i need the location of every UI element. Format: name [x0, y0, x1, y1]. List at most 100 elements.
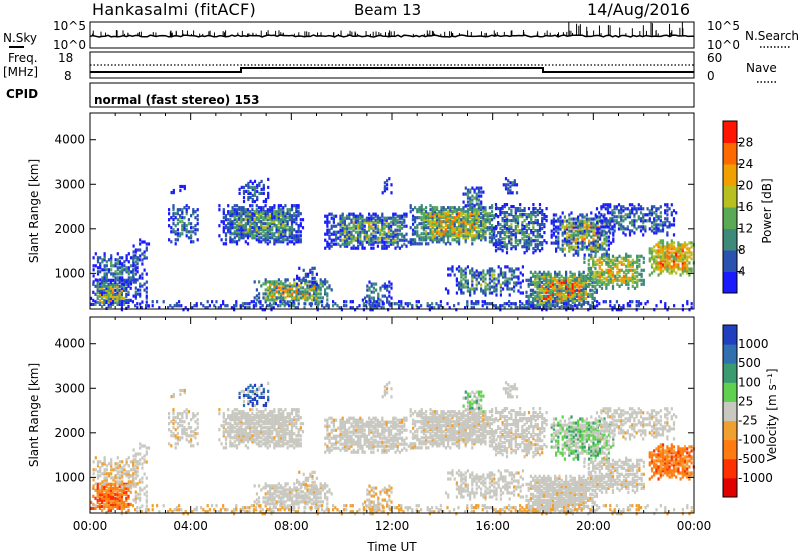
power-cell: [521, 237, 524, 241]
power-cell: [458, 216, 461, 220]
colorbar-segment: [723, 271, 737, 294]
power-cell: [426, 304, 429, 308]
power-cell: [497, 231, 500, 235]
power-cell: [368, 226, 371, 230]
velocity-cell: [98, 506, 101, 510]
power-cell: [257, 228, 261, 232]
power-cell: [114, 300, 117, 304]
power-cell: [609, 304, 612, 308]
power-cell: [622, 278, 626, 282]
power-cell: [335, 232, 338, 236]
power-cell: [368, 294, 371, 298]
power-cell: [132, 256, 135, 260]
power-cell: [381, 222, 384, 226]
power-cell: [639, 211, 643, 215]
power-cell: [98, 284, 101, 288]
power-cell: [543, 213, 546, 217]
power-cell: [644, 213, 647, 217]
power-cell: [598, 231, 601, 235]
power-cell: [310, 304, 313, 308]
power-cell: [295, 288, 298, 292]
power-cell: [503, 306, 506, 310]
power-cell: [644, 219, 647, 223]
power-cell: [464, 186, 467, 190]
power-cell: [90, 302, 93, 306]
power-cell: [350, 212, 353, 216]
power-cell: [258, 191, 261, 195]
power-cell: [297, 298, 300, 302]
power-cell: [284, 278, 287, 282]
power-cell: [631, 229, 634, 233]
power-cell: [279, 208, 283, 212]
power-cell: [308, 296, 311, 300]
power-cell: [609, 266, 612, 270]
power-cell: [606, 211, 610, 215]
power-cell: [330, 288, 333, 292]
power-cell: [125, 268, 128, 272]
power-cell: [271, 288, 274, 292]
power-cell: [534, 221, 537, 225]
power-cell: [112, 302, 115, 306]
power-cell: [503, 213, 506, 217]
power-cell: [431, 218, 434, 222]
power-cell: [521, 265, 524, 269]
power-cell: [565, 294, 568, 298]
power-cell: [552, 221, 555, 225]
power-cell: [551, 278, 554, 282]
power-cell: [601, 247, 604, 251]
power-cell: [499, 245, 502, 249]
power-cell: [653, 267, 656, 271]
power-cell: [650, 213, 654, 217]
power-cell: [279, 304, 282, 308]
power-cell: [101, 284, 104, 288]
power-cell: [493, 287, 496, 291]
power-cell: [611, 284, 615, 288]
power-cell: [264, 296, 267, 300]
power-cell: [579, 221, 582, 225]
power-cell: [591, 288, 594, 292]
power-cell: [271, 228, 274, 232]
power-cell: [394, 232, 397, 236]
power-cell: [105, 296, 108, 300]
power-cell: [523, 304, 526, 308]
power-cell: [235, 228, 239, 232]
power-cell: [370, 232, 373, 236]
power-cell: [172, 228, 175, 232]
power-cell: [592, 237, 595, 241]
power-cell: [587, 272, 590, 276]
power-cell: [679, 247, 682, 251]
power-cell: [295, 216, 298, 220]
power-cell: [409, 302, 412, 306]
power-cell: [449, 267, 452, 271]
power-cell: [577, 241, 580, 245]
power-cell: [427, 236, 430, 240]
power-cell: [672, 255, 676, 259]
power-cell: [139, 254, 142, 258]
power-cell: [613, 304, 616, 308]
power-cell: [605, 268, 608, 272]
power-cell: [352, 214, 355, 218]
power-cell: [626, 207, 629, 211]
power-cell: [101, 268, 104, 272]
power-cell: [143, 282, 146, 286]
power-cell: [497, 223, 500, 227]
power-cell: [222, 302, 225, 306]
power-cell: [460, 214, 463, 218]
power-cell: [594, 241, 597, 245]
power-cell: [255, 232, 258, 236]
power-cell: [631, 223, 634, 227]
power-cell: [568, 221, 571, 225]
power-cell: [672, 261, 676, 265]
power-cell: [570, 235, 573, 239]
power-cell: [469, 206, 472, 210]
power-cell: [372, 220, 375, 224]
power-cell: [609, 260, 612, 264]
power-cell: [420, 232, 423, 236]
power-cell: [388, 300, 391, 304]
power-cell: [417, 306, 420, 310]
power-cell: [499, 304, 502, 308]
power-cell: [332, 232, 335, 236]
power-cell: [455, 218, 458, 222]
power-cell: [290, 206, 294, 210]
velocity-cell: [96, 488, 99, 492]
